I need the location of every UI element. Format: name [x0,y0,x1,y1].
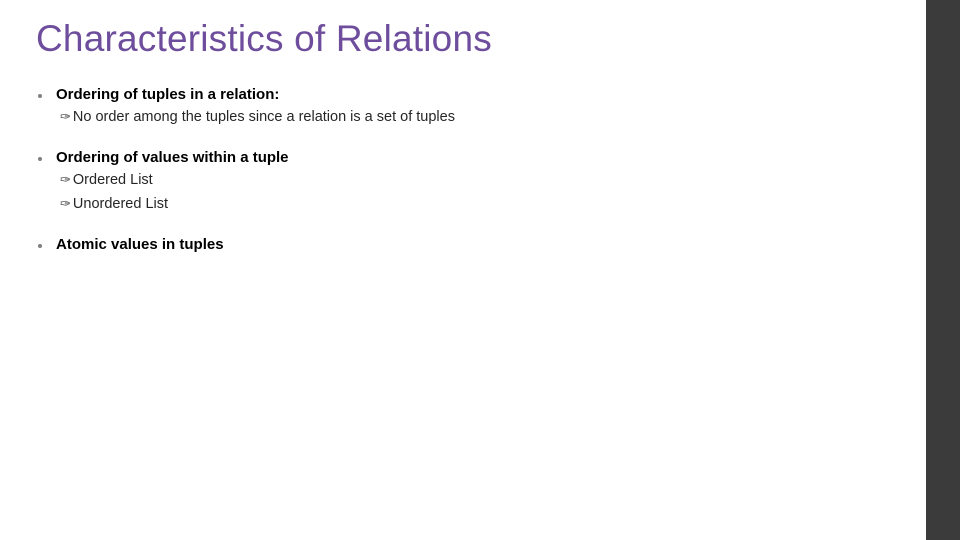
slide-content: Characteristics of Relations Ordering of… [0,0,926,540]
bullet-item: Ordering of tuples in a relation: [36,86,896,103]
sub-bullet-text: Unordered List [73,194,168,214]
slide-page: Characteristics of Relations Ordering of… [0,0,960,540]
flourish-icon: ✑ [60,170,71,190]
flourish-icon: ✑ [60,194,71,214]
bullet-text: Ordering of tuples in a relation: [56,86,279,103]
sub-bullet-item: ✑ No order among the tuples since a rela… [60,107,896,127]
right-sidebar-stripe [926,0,960,540]
sub-bullet-text: No order among the tuples since a relati… [73,107,455,127]
sub-bullet-text: Ordered List [73,170,153,190]
spacer [36,218,896,236]
bullet-text: Atomic values in tuples [56,236,224,253]
flourish-icon: ✑ [60,107,71,127]
bullet-item: Ordering of values within a tuple [36,149,896,166]
bullet-dot-icon [38,94,42,98]
page-title: Characteristics of Relations [36,18,896,60]
sub-bullet-item: ✑ Ordered List [60,170,896,190]
sub-bullet-item: ✑ Unordered List [60,194,896,214]
bullet-item: Atomic values in tuples [36,236,896,253]
bullet-dot-icon [38,157,42,161]
bullet-dot-icon [38,244,42,248]
spacer [36,131,896,149]
bullet-text: Ordering of values within a tuple [56,149,289,166]
